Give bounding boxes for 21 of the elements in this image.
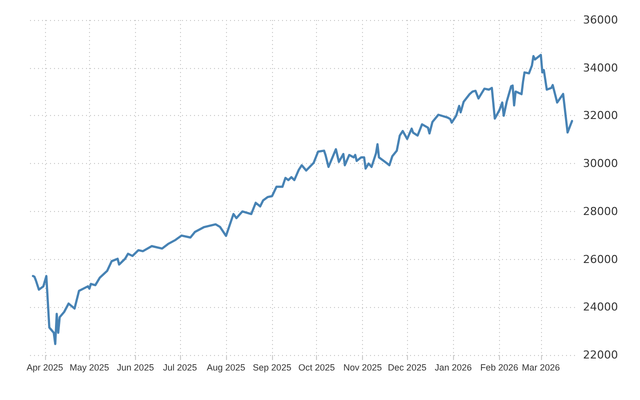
x-tick-label: Dec 2025: [388, 362, 426, 372]
x-tick-label: Jun 2025: [116, 362, 154, 372]
x-tick-label: May 2025: [70, 362, 110, 372]
x-tick-label: Nov 2025: [343, 362, 382, 372]
line-series: [32, 54, 574, 346]
y-tick-label: 26000: [583, 252, 618, 266]
x-tick-label: Jan 2026: [434, 362, 472, 372]
y-tick-label: 32000: [583, 109, 618, 122]
y-tick-label: 30000: [583, 157, 618, 170]
x-tick-label: Oct 2025: [298, 362, 335, 372]
x-tick-label: Feb 2026: [480, 362, 518, 372]
y-tick-label: 22000: [583, 348, 618, 362]
x-tick-label: Apr 2025: [26, 362, 64, 372]
y-tick-label: 28000: [583, 204, 618, 218]
x-tick-label: Aug 2025: [206, 362, 246, 372]
y-tick-label: 36000: [583, 14, 618, 26]
y-tick-label: 34000: [583, 61, 618, 74]
y-tick-label: 24000: [583, 300, 618, 314]
x-tick-label: Mar 2026: [522, 362, 560, 372]
x-tick-label: Sep 2025: [252, 362, 292, 372]
x-tick-label: Jul 2025: [162, 362, 197, 372]
